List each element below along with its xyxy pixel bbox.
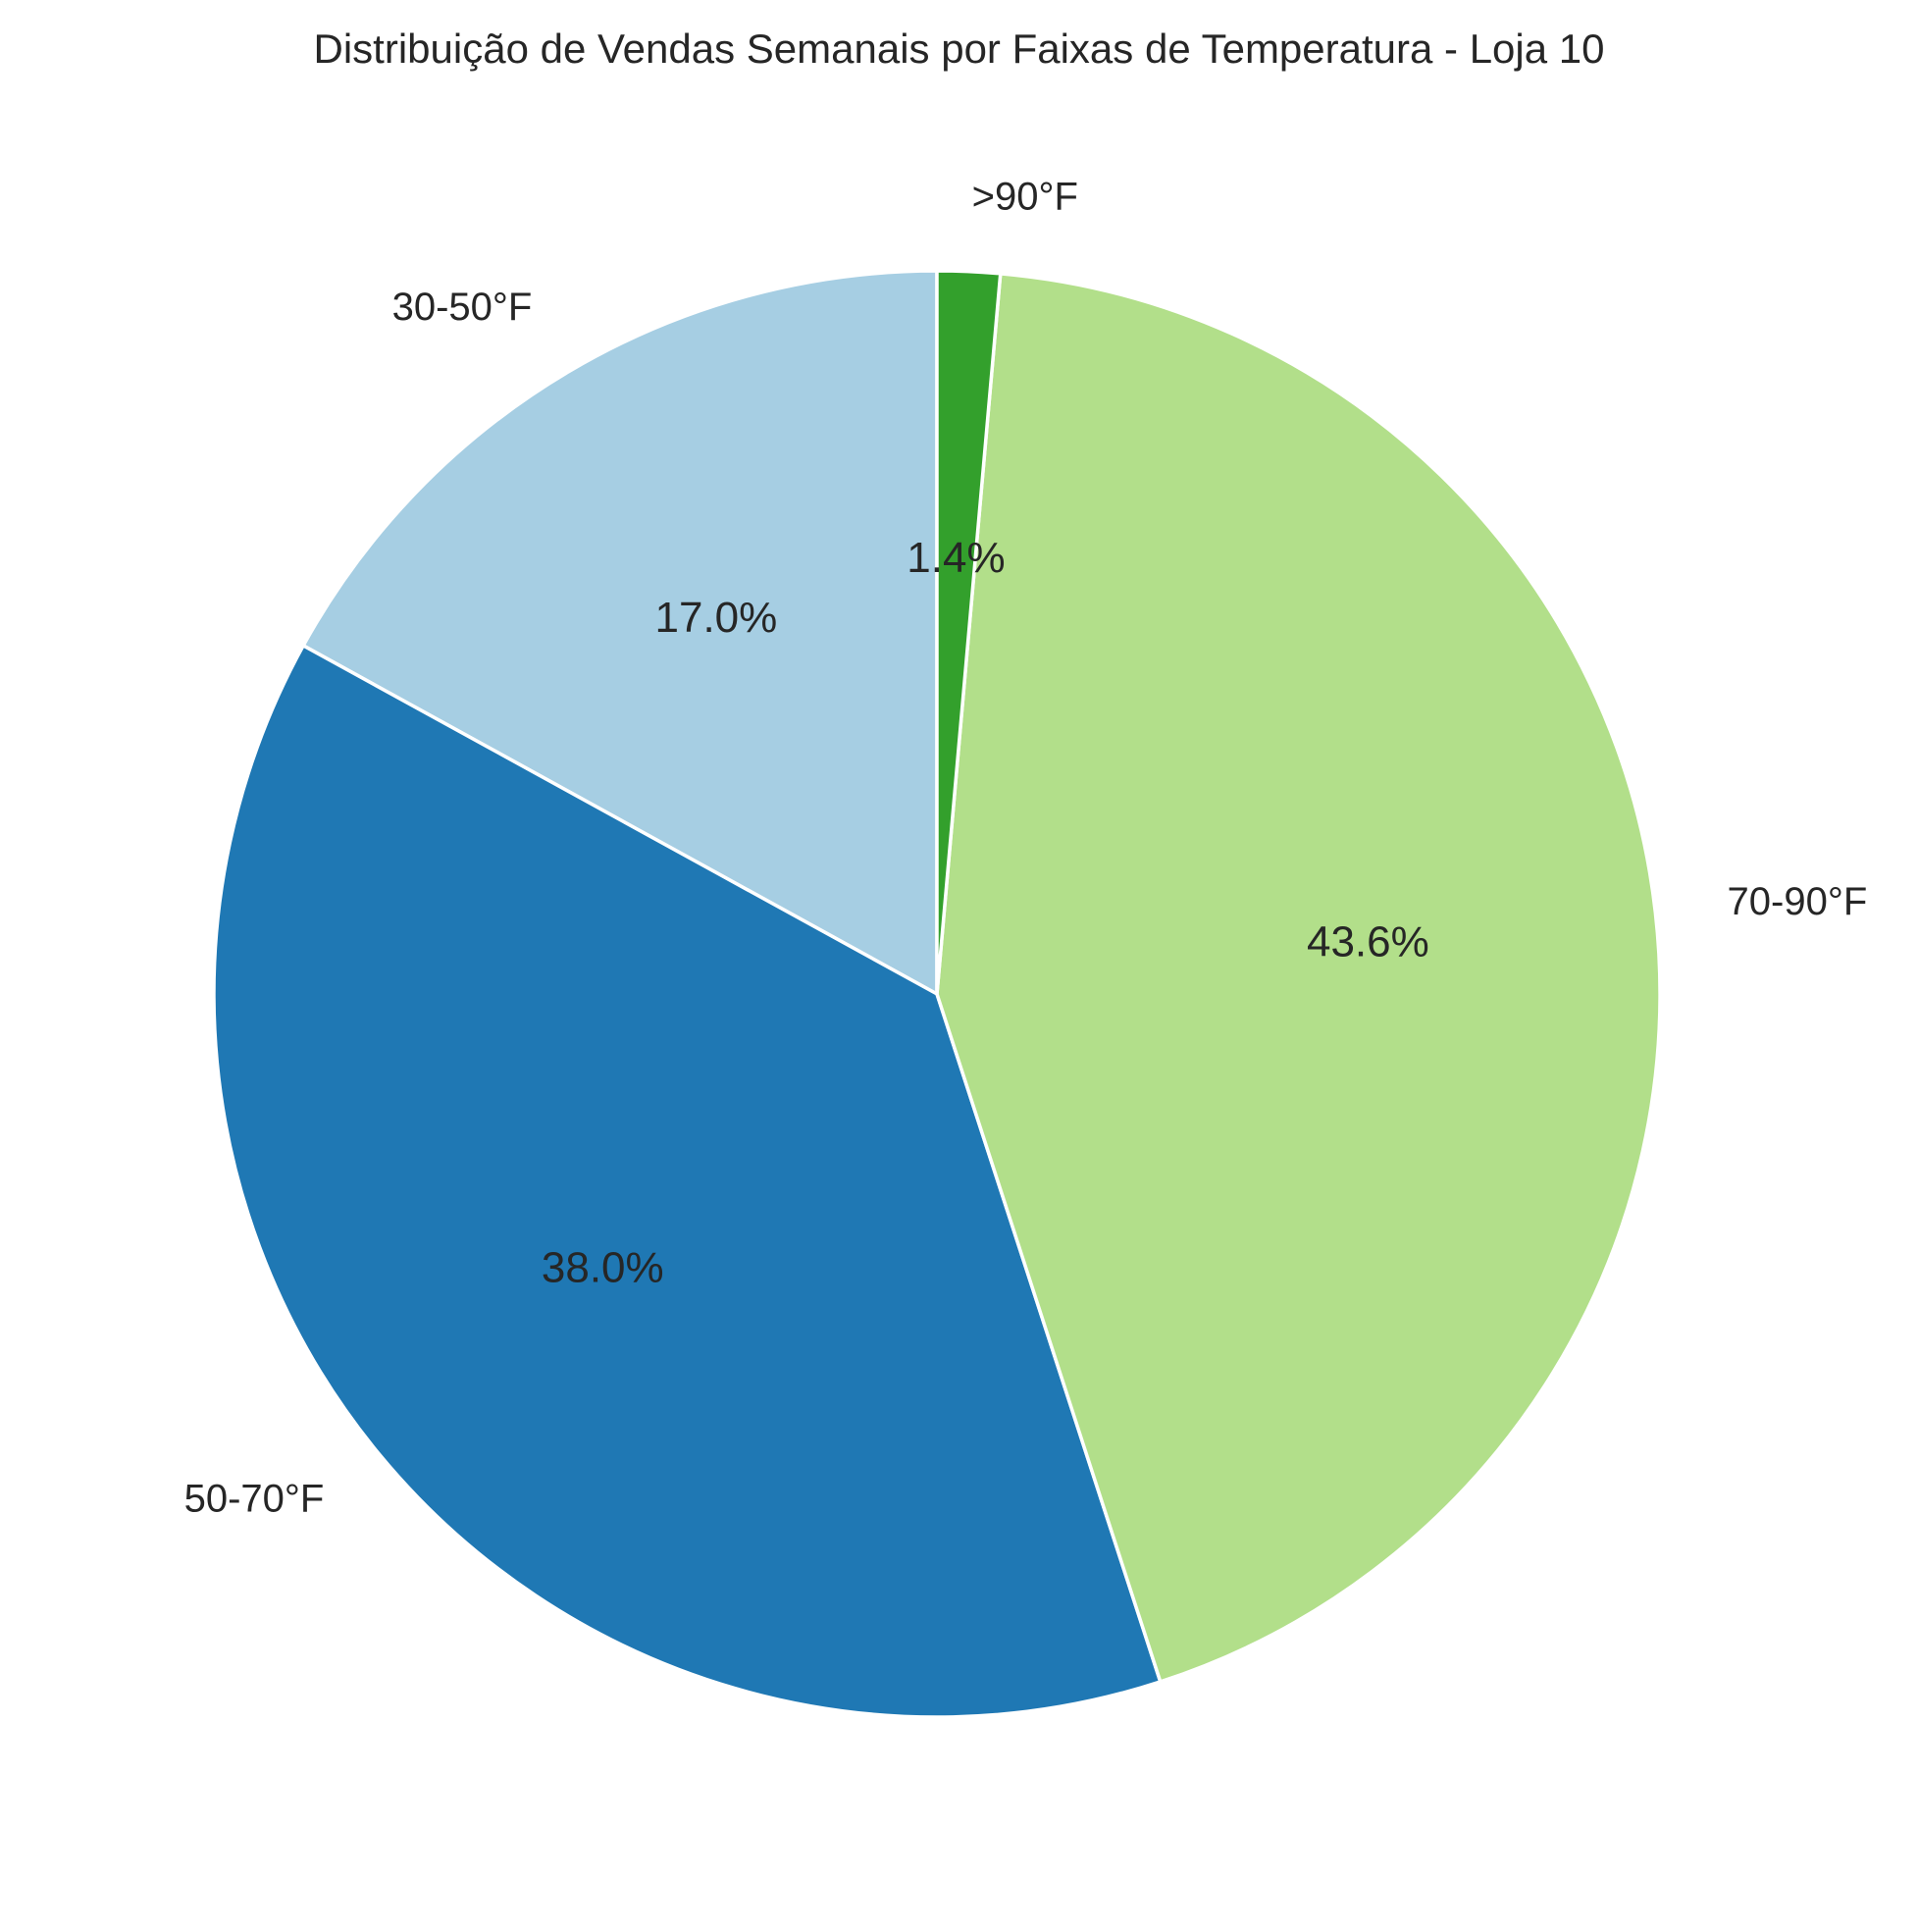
slice-labels: 30-50°F 17.0% 50-70°F 38.0% 70-90°F 43.6% >90°… bbox=[184, 176, 1868, 1521]
slice-label-1: 50-70°F bbox=[184, 1477, 325, 1520]
slice-percent-3: 1.4% bbox=[907, 534, 1005, 582]
pie-slice-0 bbox=[301, 269, 939, 996]
slice-percent-1: 38.0% bbox=[542, 1243, 664, 1291]
slice-label-2: 70-90°F bbox=[1728, 880, 1868, 923]
slice-percent-2: 43.6% bbox=[1307, 918, 1429, 966]
pie-slice-1 bbox=[212, 644, 1163, 1719]
slice-percent-0: 17.0% bbox=[655, 594, 778, 642]
pie-slices bbox=[212, 269, 1662, 1719]
slice-label-3: >90°F bbox=[972, 176, 1078, 219]
pie-slice-3 bbox=[935, 269, 1003, 996]
chart-title: Distribuição de Vendas Semanais por Faix… bbox=[313, 26, 1605, 72]
slice-label-0: 30-50°F bbox=[392, 286, 533, 329]
pie-slice-2 bbox=[935, 272, 1662, 1684]
